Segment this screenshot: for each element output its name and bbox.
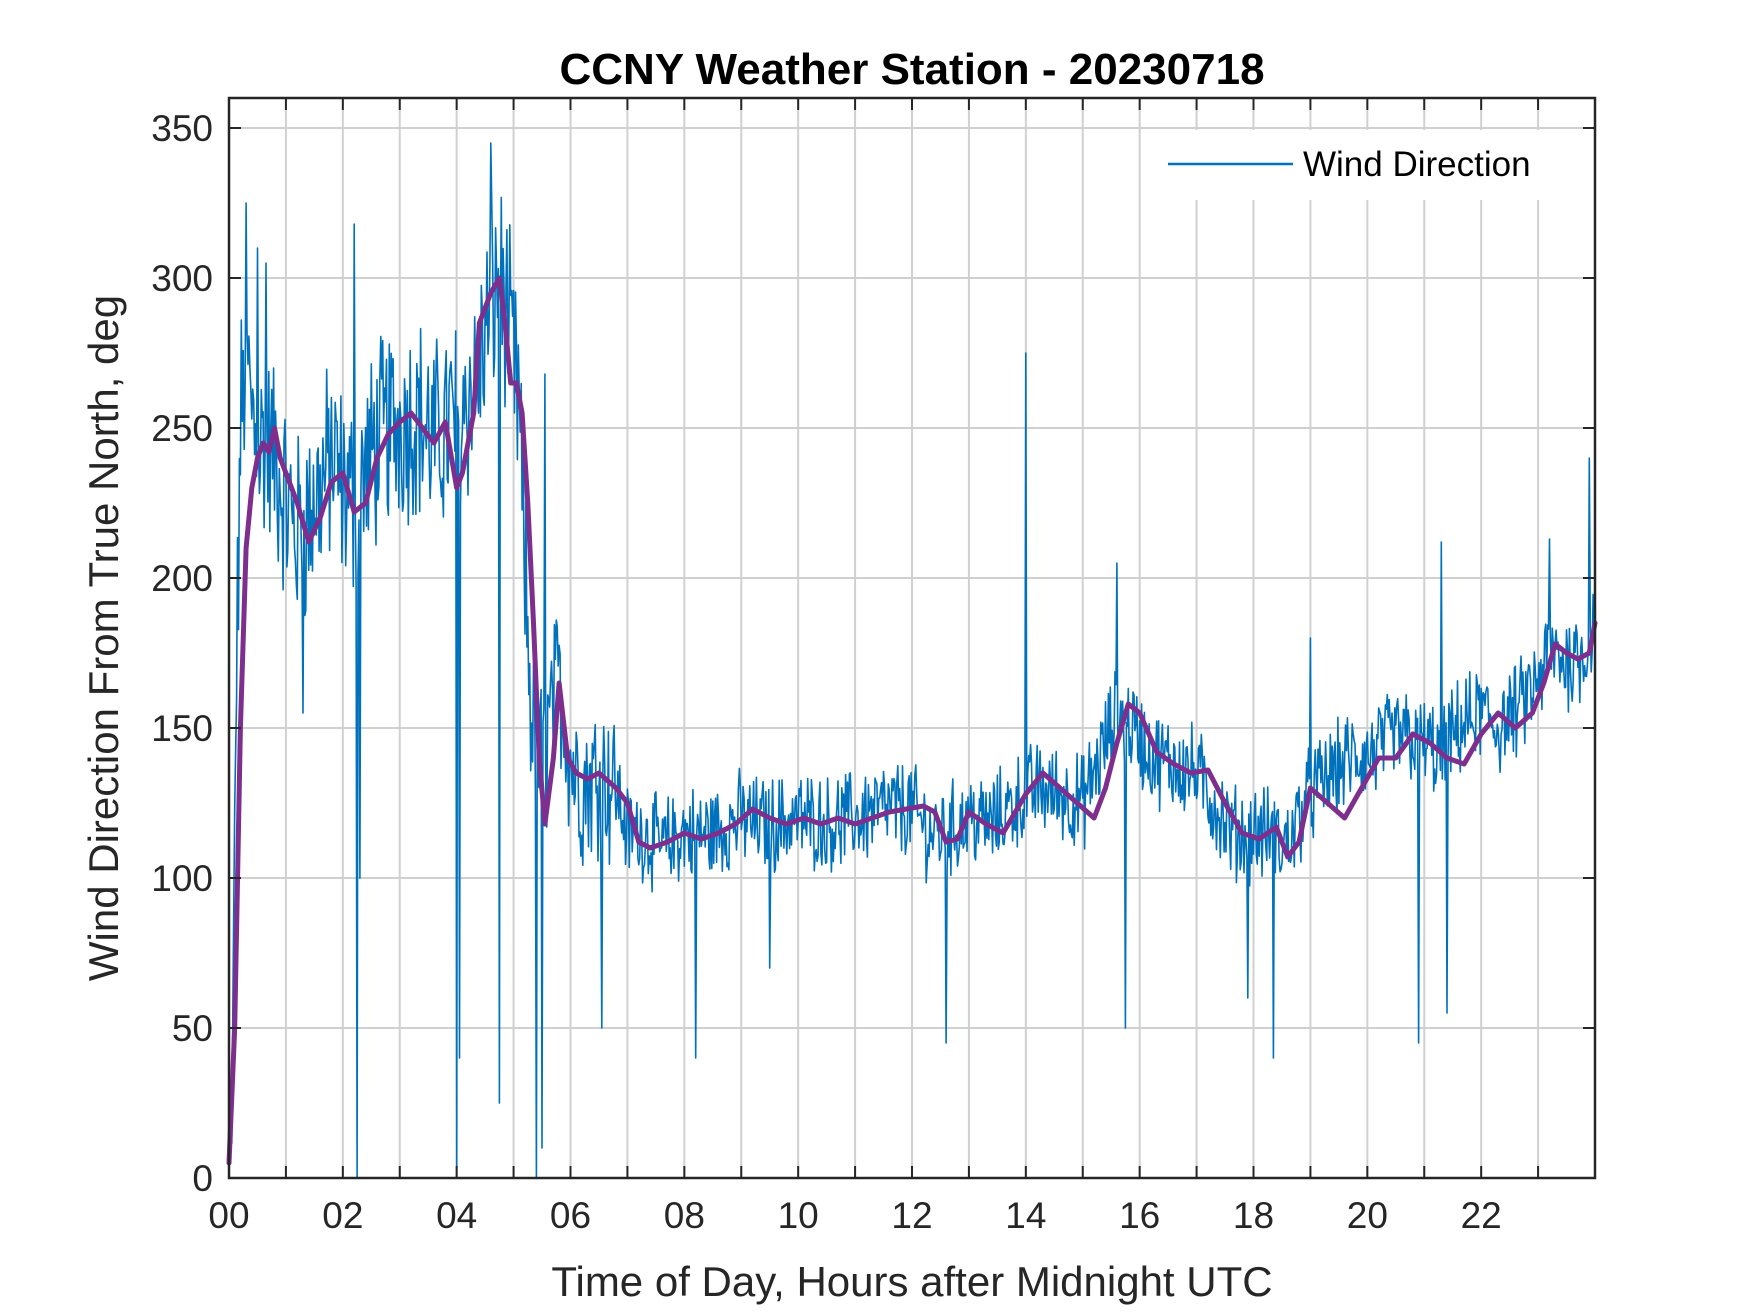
series-line-smoothed <box>226 275 1598 1166</box>
chart-title: CCNY Weather Station - 20230718 <box>559 45 1264 94</box>
legend: Wind Direction <box>1150 130 1570 200</box>
x-tick-label: 20 <box>1347 1195 1388 1236</box>
x-tick-label: 10 <box>778 1195 819 1236</box>
y-tick-label: 0 <box>192 1158 213 1199</box>
x-tick-label: 06 <box>550 1195 591 1236</box>
x-tick-label: 00 <box>208 1195 249 1236</box>
y-tick-label: 50 <box>172 1008 213 1049</box>
x-tick-label: 08 <box>664 1195 705 1236</box>
x-tick-label: 18 <box>1233 1195 1274 1236</box>
y-tick-label: 200 <box>151 558 213 599</box>
axes-box <box>227 96 1597 1180</box>
x-tick-label: 12 <box>891 1195 932 1236</box>
x-tick-label: 14 <box>1005 1195 1046 1236</box>
y-tick-label: 300 <box>151 258 213 299</box>
y-axis-label: Wind Direction From True North, deg <box>80 295 127 981</box>
legend-entry-wind-direction: Wind Direction <box>1303 145 1531 184</box>
x-axis-label: Time of Day, Hours after Midnight UTC <box>551 1258 1272 1305</box>
y-tick-label: 350 <box>151 108 213 149</box>
y-tick-label: 100 <box>151 858 213 899</box>
y-tick-label: 250 <box>151 408 213 449</box>
y-tick-label: 150 <box>151 708 213 749</box>
axis-ticks: 0 50 100 150 200 250 300 350 00 02 04 06 08 10 12 14 16 1… <box>151 98 1596 1236</box>
x-tick-label: 16 <box>1119 1195 1160 1236</box>
x-tick-label: 22 <box>1461 1195 1502 1236</box>
grid <box>228 98 1596 1179</box>
x-tick-label: 02 <box>322 1195 363 1236</box>
x-tick-label: 04 <box>436 1195 477 1236</box>
